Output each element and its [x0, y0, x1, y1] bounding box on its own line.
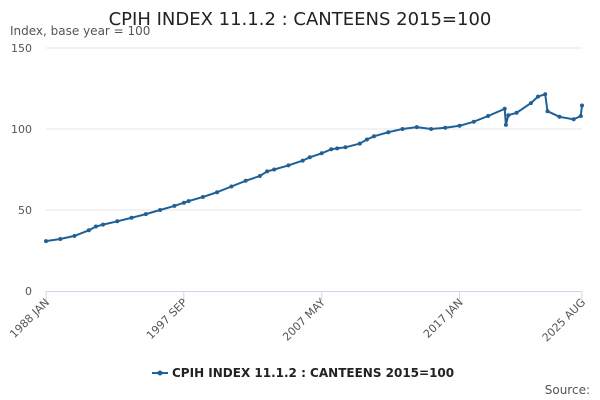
y-tick-label: 0: [25, 285, 32, 298]
data-point[interactable]: [557, 114, 562, 119]
legend[interactable]: CPIH INDEX 11.1.2 : CANTEENS 2015=100: [152, 366, 454, 380]
data-point[interactable]: [143, 212, 148, 217]
data-point[interactable]: [503, 122, 508, 127]
data-point[interactable]: [443, 125, 448, 130]
data-point[interactable]: [307, 155, 312, 160]
x-axis-ticks: 1988 JAN 1997 SEP 2007 MAY 2017 JAN 2025 AUG: [7, 291, 588, 344]
data-point[interactable]: [536, 94, 540, 99]
chart-credits[interactable]: Source:: [545, 383, 590, 397]
data-point[interactable]: [502, 106, 507, 111]
data-point[interactable]: [115, 219, 120, 224]
chart-subtitle: Index, base year = 100: [10, 24, 150, 38]
data-point[interactable]: [372, 134, 376, 139]
data-point[interactable]: [72, 233, 77, 238]
data-point[interactable]: [181, 200, 186, 205]
grid-lines: [46, 47, 582, 211]
data-point[interactable]: [414, 125, 419, 130]
data-point[interactable]: [172, 203, 177, 208]
data-point[interactable]: [243, 178, 248, 183]
x-tick-label: 1997 SEP: [144, 296, 190, 342]
data-point[interactable]: [200, 195, 205, 199]
data-point[interactable]: [386, 130, 391, 135]
data-point[interactable]: [429, 127, 434, 131]
x-tick-label: 1988 JAN: [7, 296, 52, 341]
data-point[interactable]: [86, 228, 91, 233]
x-tick-label: 2025 AUG: [540, 296, 589, 345]
data-point[interactable]: [186, 199, 191, 204]
data-point[interactable]: [265, 169, 270, 174]
data-point[interactable]: [364, 137, 369, 142]
data-point[interactable]: [471, 119, 476, 124]
legend-marker-swatch: [157, 370, 163, 376]
y-tick-label: 100: [11, 123, 32, 136]
data-point[interactable]: [44, 239, 48, 244]
data-point[interactable]: [257, 174, 262, 178]
data-point[interactable]: [543, 92, 548, 97]
series-markers: [44, 92, 584, 244]
data-point[interactable]: [486, 114, 491, 118]
data-point[interactable]: [578, 114, 583, 118]
data-point[interactable]: [545, 109, 550, 114]
data-point[interactable]: [343, 145, 348, 150]
data-point[interactable]: [335, 146, 340, 151]
data-point[interactable]: [158, 208, 163, 212]
data-point[interactable]: [93, 224, 98, 229]
data-point[interactable]: [457, 123, 462, 128]
data-point[interactable]: [272, 167, 277, 172]
series-line: [45, 92, 583, 243]
x-tick-label: 2007 MAY: [280, 296, 328, 344]
data-point[interactable]: [580, 103, 584, 108]
x-tick-label: 2017 JAN: [421, 296, 466, 341]
data-point[interactable]: [506, 113, 511, 118]
data-point[interactable]: [58, 237, 63, 241]
data-point[interactable]: [129, 215, 134, 220]
data-point[interactable]: [101, 222, 105, 227]
data-point[interactable]: [400, 127, 405, 131]
data-point[interactable]: [329, 147, 334, 152]
y-tick-label: 50: [18, 204, 32, 217]
chart-title: CPIH INDEX 11.1.2 : CANTEENS 2015=100: [109, 9, 492, 30]
y-axis-ticks: 0 50 100 150: [11, 42, 32, 298]
data-point[interactable]: [514, 110, 519, 115]
data-point[interactable]: [357, 141, 362, 146]
data-point[interactable]: [300, 158, 305, 163]
data-point[interactable]: [215, 190, 220, 195]
data-point[interactable]: [571, 117, 576, 122]
y-tick-label: 150: [11, 42, 32, 55]
data-point[interactable]: [319, 151, 324, 156]
data-point[interactable]: [528, 101, 533, 106]
data-point[interactable]: [229, 184, 234, 189]
data-point[interactable]: [286, 163, 291, 168]
legend-label[interactable]: CPIH INDEX 11.1.2 : CANTEENS 2015=100: [172, 366, 454, 380]
